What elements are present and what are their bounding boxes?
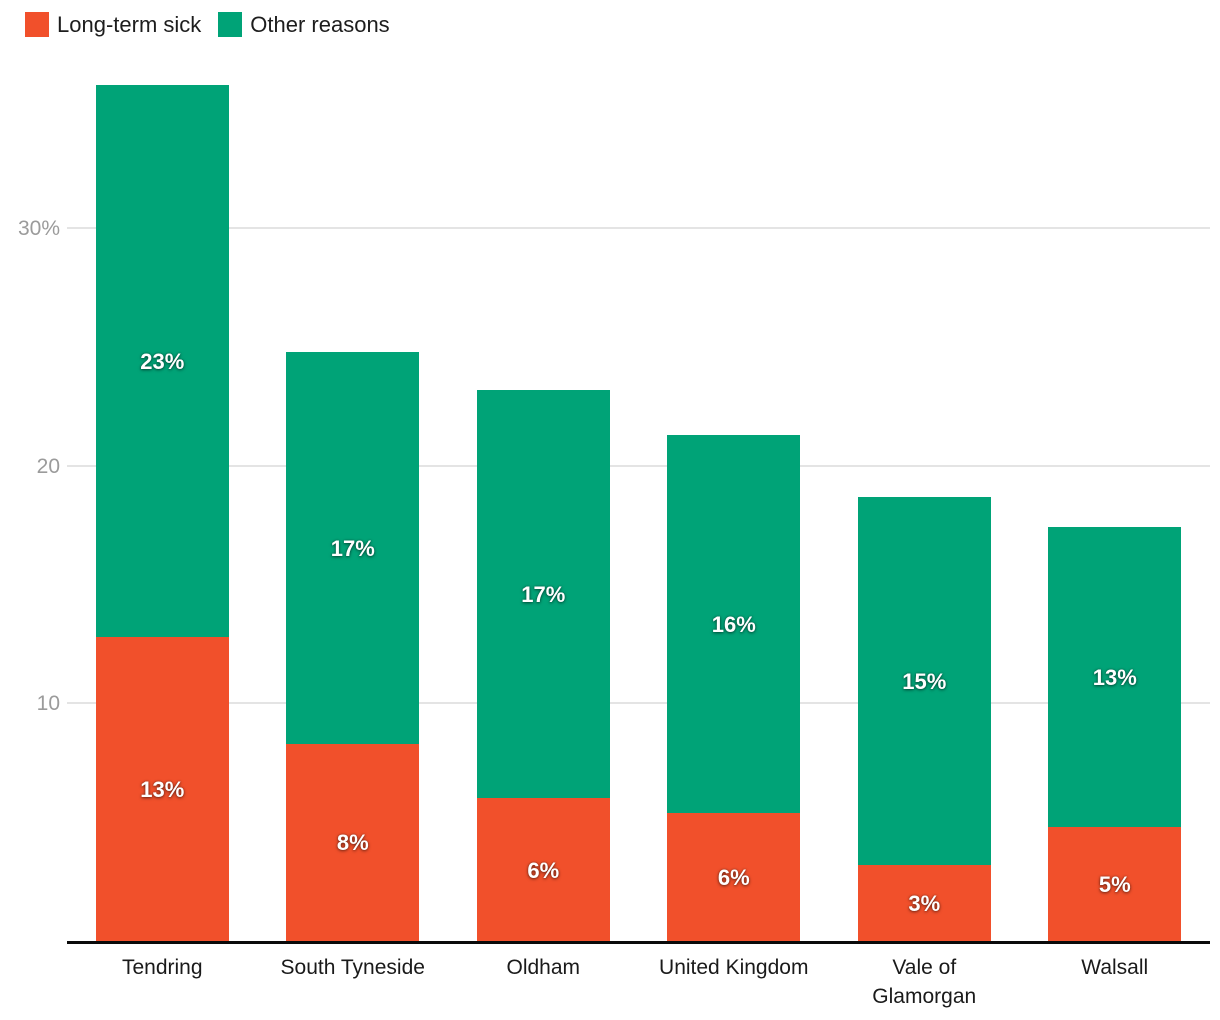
x-axis-category-label-line: South Tyneside xyxy=(280,956,425,979)
bar-segment-other-reasons[interactable] xyxy=(1048,527,1182,827)
legend-item-other-reasons[interactable]: Other reasons xyxy=(218,11,390,37)
legend-label-other-reasons: Other reasons xyxy=(250,11,390,37)
bar-segment-other-reasons[interactable] xyxy=(286,351,420,744)
legend-label-long-term-sick: Long-term sick xyxy=(57,11,202,37)
legend-swatch-other-reasons xyxy=(218,12,243,37)
x-axis-category-label-line: Walsall xyxy=(1081,956,1149,979)
bar-segment-long-term-sick[interactable] xyxy=(95,636,229,941)
x-axis-category-label: Tendring xyxy=(67,953,258,982)
legend-item-long-term-sick[interactable]: Long-term sick xyxy=(25,12,201,37)
x-axis-category-label: Oldham xyxy=(448,953,639,982)
legend: Long-term sick Other reasons xyxy=(25,12,390,37)
x-axis-category-label: South Tyneside xyxy=(258,953,449,982)
x-axis-category-label-line: United Kingdom xyxy=(659,956,809,979)
bar-segment-long-term-sick[interactable] xyxy=(857,864,991,941)
x-axis-category-label-line: Glamorgan xyxy=(872,985,977,1008)
bar-segment-other-reasons[interactable] xyxy=(667,434,801,813)
gridline-10 xyxy=(67,702,1210,705)
gridline-20 xyxy=(67,464,1210,467)
bar-segment-other-reasons[interactable] xyxy=(476,389,610,799)
y-axis-tick-label: 30% xyxy=(17,217,60,240)
bar-segment-long-term-sick[interactable] xyxy=(1048,826,1182,941)
bar-segment-other-reasons[interactable] xyxy=(857,496,991,865)
y-axis-tick-label: 20 xyxy=(36,454,60,478)
bar-segment-long-term-sick[interactable] xyxy=(667,812,801,941)
bar-segment-long-term-sick[interactable] xyxy=(476,798,610,941)
x-axis-category-label-line: Oldham xyxy=(506,956,581,979)
x-axis-line xyxy=(67,941,1210,944)
bar-segment-other-reasons[interactable] xyxy=(95,85,229,637)
x-axis-category-label: Walsall xyxy=(1020,953,1211,982)
x-axis-category-label: Vale of Glamorgan xyxy=(829,953,1020,1011)
bar-segment-long-term-sick[interactable] xyxy=(286,743,420,941)
legend-swatch-long-term-sick xyxy=(25,12,49,37)
gridline-30 xyxy=(67,227,1210,229)
x-axis-category-label-line: Vale of xyxy=(892,956,957,979)
x-axis-category-label-line: Tendring xyxy=(121,956,203,979)
y-axis-tick-label: 10 xyxy=(36,692,60,716)
x-axis-category-label: United Kingdom xyxy=(639,953,830,982)
